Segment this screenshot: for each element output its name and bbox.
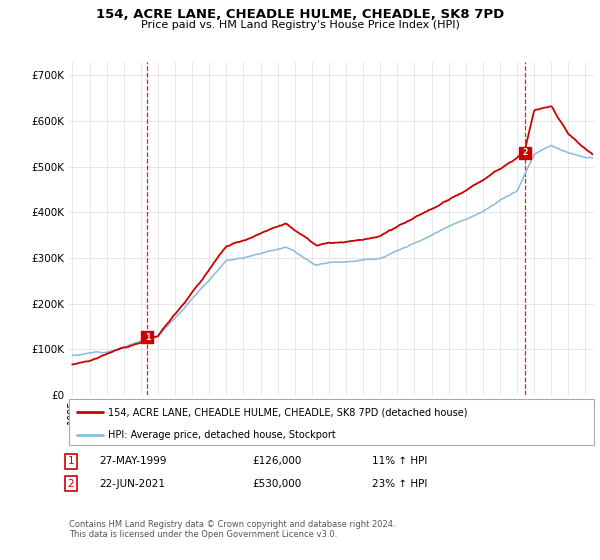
Text: 23% ↑ HPI: 23% ↑ HPI [372,479,427,489]
Text: £530,000: £530,000 [252,479,301,489]
Text: 11% ↑ HPI: 11% ↑ HPI [372,456,427,466]
Text: 22-JUN-2021: 22-JUN-2021 [99,479,165,489]
Text: Contains HM Land Registry data © Crown copyright and database right 2024.
This d: Contains HM Land Registry data © Crown c… [69,520,395,539]
Text: 27-MAY-1999: 27-MAY-1999 [99,456,167,466]
Text: 1: 1 [67,456,74,466]
Text: 2: 2 [522,148,527,157]
Text: HPI: Average price, detached house, Stockport: HPI: Average price, detached house, Stoc… [109,430,336,440]
Text: 154, ACRE LANE, CHEADLE HULME, CHEADLE, SK8 7PD: 154, ACRE LANE, CHEADLE HULME, CHEADLE, … [96,8,504,21]
Text: Price paid vs. HM Land Registry's House Price Index (HPI): Price paid vs. HM Land Registry's House … [140,20,460,30]
Text: 1: 1 [145,333,150,342]
Text: 2: 2 [67,479,74,489]
Text: 154, ACRE LANE, CHEADLE HULME, CHEADLE, SK8 7PD (detached house): 154, ACRE LANE, CHEADLE HULME, CHEADLE, … [109,407,468,417]
Text: £126,000: £126,000 [252,456,301,466]
